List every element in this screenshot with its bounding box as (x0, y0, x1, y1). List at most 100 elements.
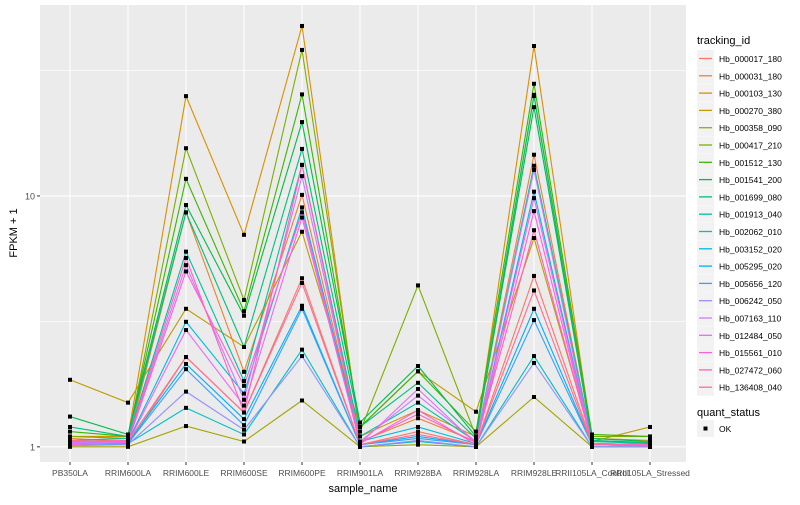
data-point (300, 306, 304, 311)
x-tick-label: RRIM928LA (453, 468, 500, 478)
data-point (242, 403, 246, 408)
data-point (126, 442, 130, 447)
data-point (242, 391, 246, 396)
data-point (300, 120, 304, 125)
data-point (416, 400, 420, 405)
legend-label: Hb_000270_380 (719, 106, 782, 116)
data-point (416, 432, 420, 437)
data-point (184, 361, 188, 366)
data-point (300, 347, 304, 352)
x-tick-label: RRIM600PE (278, 468, 326, 478)
x-tick-label: RRIM901LA (337, 468, 384, 478)
data-point (532, 196, 536, 201)
data-point (300, 210, 304, 215)
data-point (416, 283, 420, 288)
data-point (242, 369, 246, 374)
x-tick-label: RRIM928LE (511, 468, 558, 478)
data-point (648, 434, 652, 439)
data-point (416, 442, 420, 447)
data-point (590, 444, 594, 449)
legend-label: Hb_001913_040 (719, 210, 782, 220)
data-point (300, 398, 304, 403)
data-point (416, 424, 420, 429)
legend-label: Hb_007163_110 (719, 314, 782, 324)
data-point (416, 363, 420, 368)
data-point (532, 152, 536, 157)
data-point (242, 410, 246, 415)
legend-label: Hb_000358_090 (719, 123, 782, 133)
data-point (358, 442, 362, 447)
x-tick-label: RRII105LA_Control (555, 468, 629, 478)
data-point (300, 162, 304, 167)
data-point (68, 377, 72, 382)
data-point (184, 424, 188, 429)
legend-label: Hb_003152_020 (719, 244, 782, 254)
data-point (532, 288, 536, 293)
data-point (184, 405, 188, 410)
data-point (416, 387, 420, 392)
data-point (126, 400, 130, 405)
data-point (532, 360, 536, 365)
shape-legend-title: quant_status (697, 407, 760, 419)
data-point (648, 443, 652, 448)
data-point (242, 427, 246, 432)
data-point (416, 408, 420, 413)
x-tick-label: PB350LA (52, 468, 88, 478)
data-point (300, 354, 304, 359)
data-point (532, 81, 536, 86)
x-axis: PB350LA RRIM600LA RRIM600LE RRIM600SE RRIM60… (52, 462, 690, 478)
data-point (242, 297, 246, 302)
data-point (590, 439, 594, 444)
data-point (126, 436, 130, 441)
data-point (532, 306, 536, 311)
data-point (184, 355, 188, 360)
legend-label: Hb_002062_010 (719, 227, 782, 237)
data-point (68, 442, 72, 447)
data-point (532, 44, 536, 49)
legend-label: Hb_136408_040 (719, 383, 782, 393)
data-point (242, 417, 246, 422)
data-point (532, 167, 536, 172)
data-point (242, 232, 246, 237)
data-point (184, 389, 188, 394)
data-point (532, 228, 536, 233)
data-point (358, 434, 362, 439)
data-point (242, 439, 246, 444)
x-tick-label: RRIM600SE (220, 468, 268, 478)
data-point (300, 280, 304, 285)
legend-label: Hb_015561_010 (719, 348, 782, 358)
legend-label: Hb_027472_060 (719, 365, 782, 375)
data-point (242, 432, 246, 437)
legend-label: Hb_000103_130 (719, 89, 782, 99)
x-tick-label: RRIM600LE (163, 468, 210, 478)
legend-label: Hb_001699_080 (719, 192, 782, 202)
data-point (590, 436, 594, 441)
data-point (300, 229, 304, 234)
data-point (532, 235, 536, 240)
x-tick-label: RRIM600LA (105, 468, 152, 478)
data-point (416, 436, 420, 441)
legend-label: Hb_005656_120 (719, 279, 782, 289)
data-point (416, 380, 420, 385)
data-point (184, 306, 188, 311)
x-tick-label: RRII105LA_Stressed (610, 468, 690, 478)
data-point (300, 23, 304, 28)
legend-title: tracking_id (697, 35, 750, 47)
y-axis: 1 10 (25, 191, 40, 452)
data-point (300, 303, 304, 308)
data-point (300, 146, 304, 151)
data-point (416, 429, 420, 434)
data-point (242, 313, 246, 318)
data-point (474, 442, 478, 447)
legend-label: Hb_006242_050 (719, 296, 782, 306)
data-point (648, 424, 652, 429)
legend: tracking_id Hb_000017_180 Hb_000031_180 Hb… (697, 35, 782, 437)
data-point (242, 423, 246, 428)
data-point (532, 273, 536, 278)
data-point (184, 263, 188, 268)
data-point (68, 424, 72, 429)
data-point (358, 420, 362, 425)
legend-label: Hb_000417_210 (719, 141, 782, 151)
data-point (184, 210, 188, 215)
data-point (416, 416, 420, 421)
